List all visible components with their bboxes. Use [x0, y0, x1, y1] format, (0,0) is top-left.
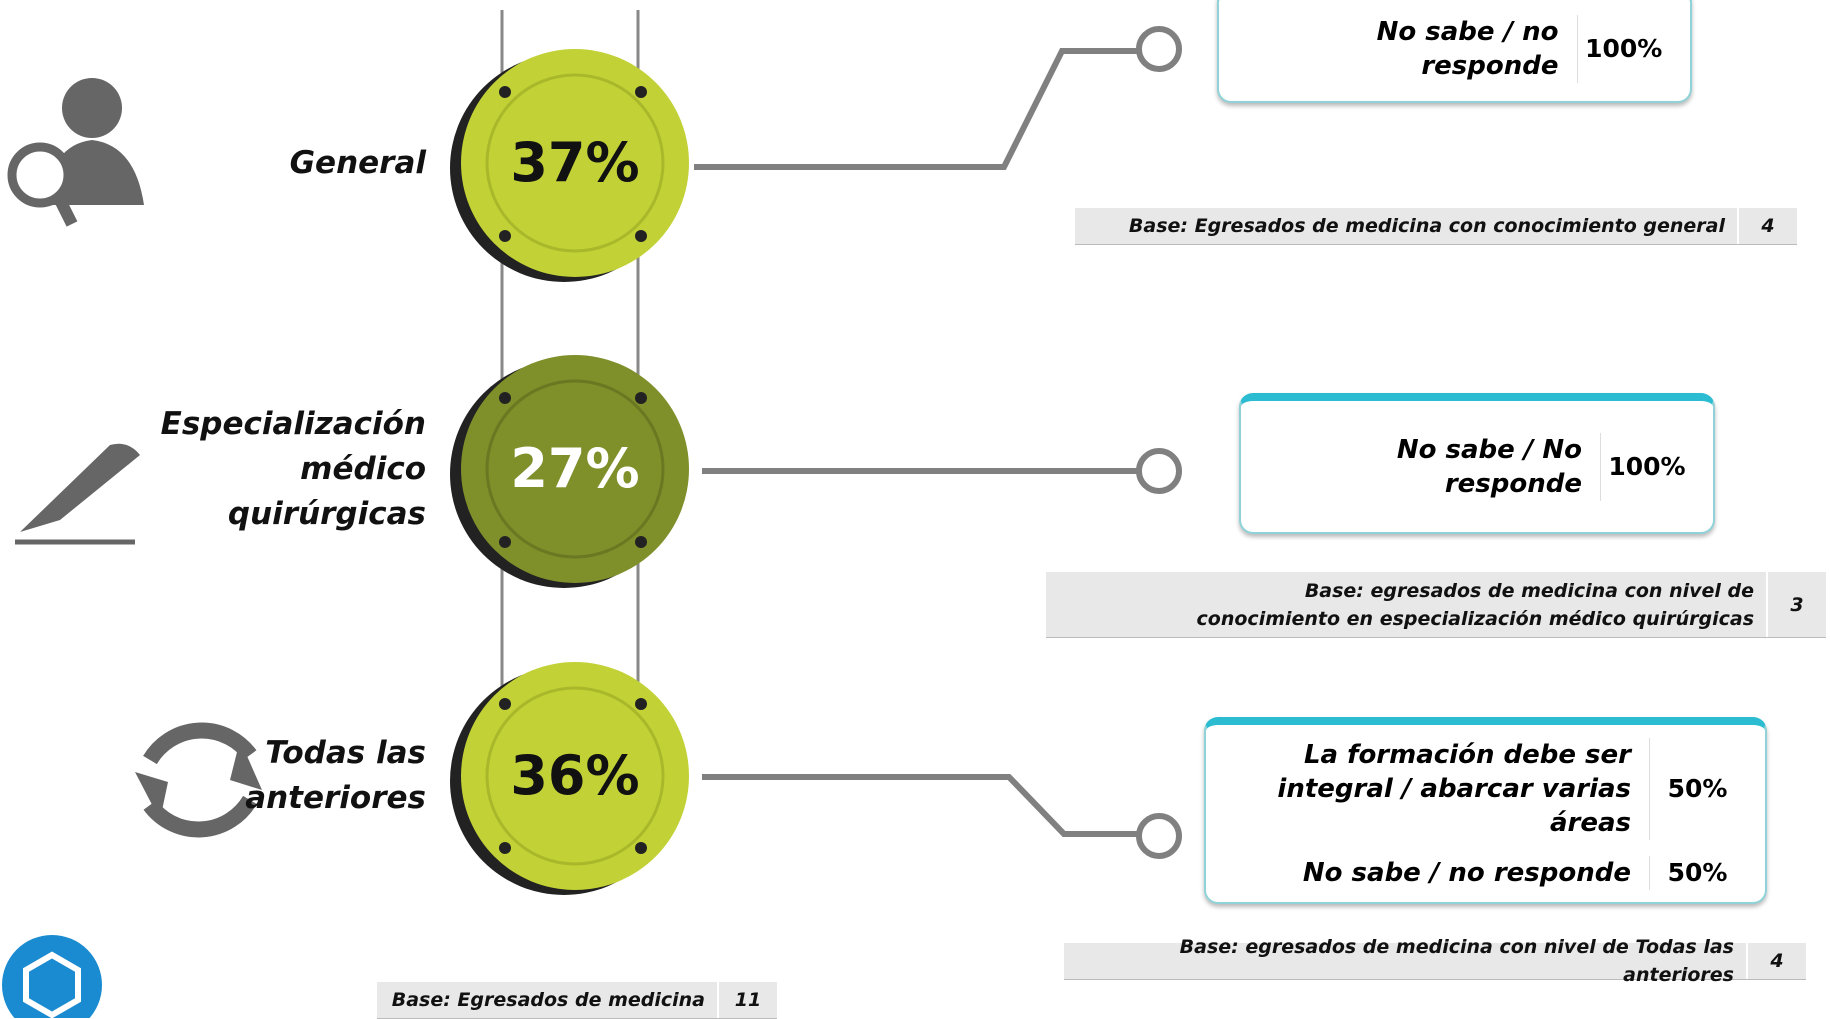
response-value: 100%: [1608, 452, 1686, 481]
percent: 27%: [510, 437, 640, 500]
response-text: No sabe / no responde: [1239, 14, 1578, 83]
response-box: No sabe / No responde 100%: [1239, 393, 1715, 534]
base-bar: Base: Egresados de medicina con conocimi…: [1075, 208, 1797, 245]
response-row: La formación debe ser integral / abarcar…: [1226, 737, 1745, 840]
base-text: Base: Egresados de medicina con conocimi…: [1128, 215, 1725, 237]
base-n: 3: [1766, 572, 1826, 637]
label-line: General: [289, 144, 426, 181]
response-row: No sabe / no responde 100%: [1239, 14, 1670, 83]
base-n: 4: [1737, 208, 1797, 244]
base-text: Base: egresados de medicina con nivel de…: [1179, 936, 1734, 986]
response-row: No sabe / no responde 50%: [1226, 855, 1745, 890]
footer-base: Base: Egresados de medicina 11: [377, 982, 777, 1019]
response-box: La formación debe ser integral / abarcar…: [1204, 717, 1767, 904]
category-label: General: [290, 141, 426, 186]
label-line: Todas las: [265, 735, 426, 771]
base-bar: Base: egresados de medicina con nivel de…: [1064, 936, 1806, 986]
label-line: médico: [300, 450, 426, 487]
response-value: 100%: [1585, 34, 1663, 63]
base-bar: Base: egresados de medicina con nivel de…: [1046, 572, 1826, 638]
icons: [2, 78, 262, 1018]
label-line: quirúrgicas: [227, 495, 426, 532]
category-label: Todas las anteriores: [245, 731, 426, 821]
percent: 37%: [510, 131, 640, 194]
response-row: No sabe / No responde 100%: [1261, 432, 1693, 501]
base-n: 4: [1746, 943, 1806, 979]
base-text: Base: Egresados de medicina: [391, 989, 705, 1011]
response-text: No sabe / no responde: [1303, 855, 1650, 890]
response-value: 50%: [1667, 858, 1728, 887]
label-line: Especialización: [160, 405, 426, 442]
response-text: No sabe / No responde: [1261, 432, 1601, 501]
connectors: [694, 26, 1182, 859]
percent: 36%: [510, 744, 640, 807]
response-box: No sabe / no responde 100%: [1217, 0, 1692, 103]
rivets: [499, 86, 647, 854]
base-text: Base: egresados de medicina con nivel de…: [1196, 579, 1754, 630]
discs: [450, 49, 689, 895]
response-text: La formación debe ser integral / abarcar…: [1271, 737, 1650, 840]
category-label: Especialización médico quirúrgicas: [161, 402, 426, 537]
base-n: 11: [717, 982, 777, 1018]
response-value: 50%: [1667, 774, 1728, 803]
label-line: anteriores: [245, 780, 426, 816]
